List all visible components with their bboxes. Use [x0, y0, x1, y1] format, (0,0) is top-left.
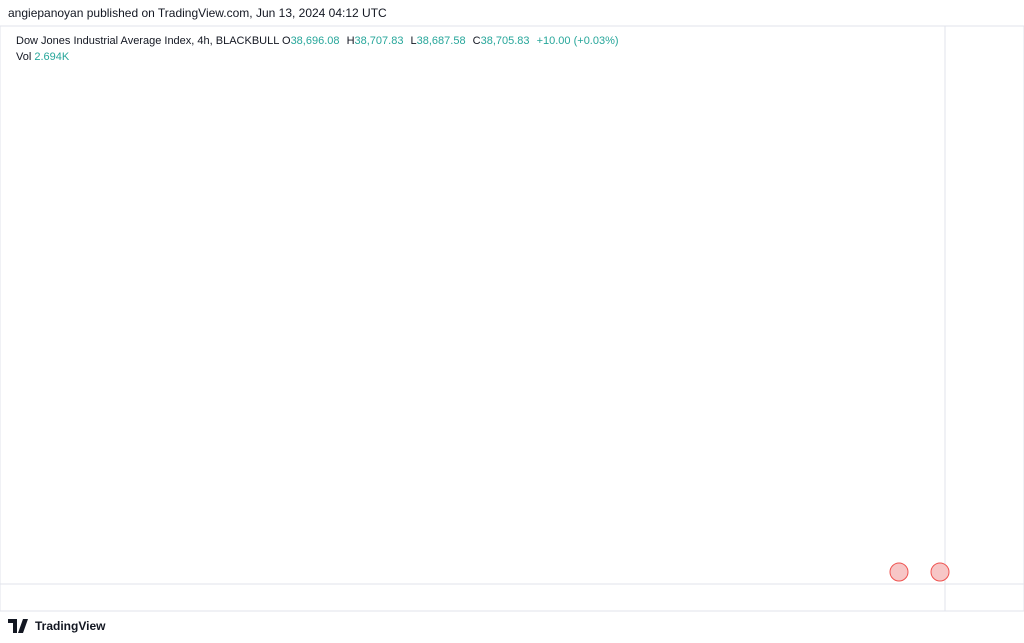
event-icon[interactable] [889, 562, 909, 582]
change: +10.00 (+0.03%) [536, 35, 619, 47]
ohlc-key: L [410, 35, 417, 47]
volume-key: Vol [16, 51, 32, 63]
ohlc-key: C [472, 35, 481, 47]
event-icon[interactable] [930, 562, 950, 582]
publish-info: angiepanoyan published on TradingView.co… [8, 6, 387, 20]
ohlc-value: 38,705.83 [480, 35, 530, 47]
ohlc-value: 38,707.83 [354, 35, 404, 47]
ohlc-row: Dow Jones Industrial Average Index, 4h, … [16, 33, 623, 49]
footer: TradingView [8, 619, 105, 633]
brand: TradingView [35, 619, 106, 633]
logo [8, 619, 28, 633]
chart-frame [0, 25, 1024, 612]
volume-value: 2.694K [34, 51, 70, 63]
ohlc-value: 38,696.08 [290, 35, 340, 47]
legend: Dow Jones Industrial Average Index, 4h, … [16, 33, 623, 65]
ohlc-key: O [282, 35, 291, 47]
ohlc-key: H [346, 35, 355, 47]
symbol-title: Dow Jones Industrial Average Index, 4h, … [16, 35, 279, 47]
ohlc-value: 38,687.58 [416, 35, 466, 47]
volume-row: Vol 2.694K [16, 49, 623, 65]
